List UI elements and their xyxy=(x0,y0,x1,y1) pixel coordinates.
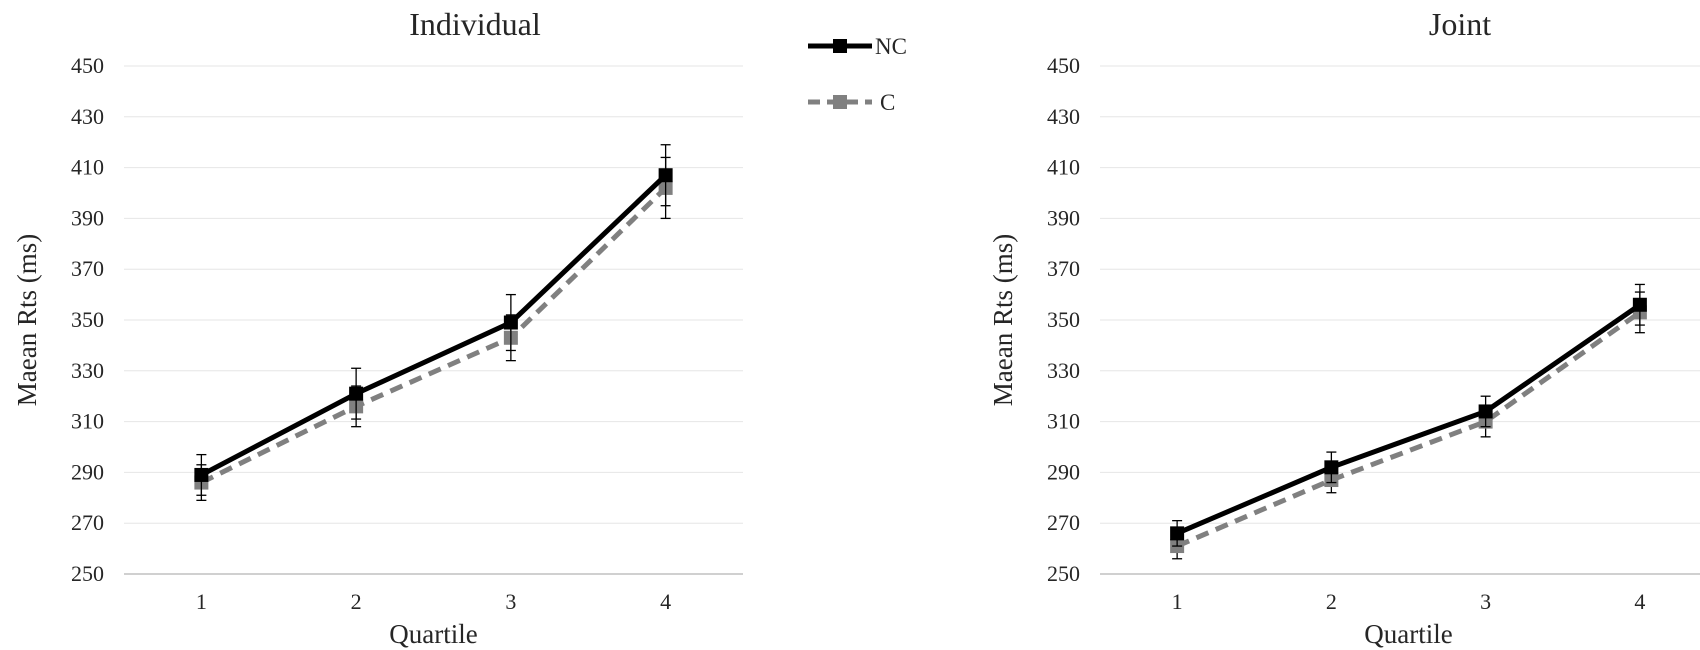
y-tick-label: 250 xyxy=(1047,561,1080,586)
x-tick-label: 2 xyxy=(1326,589,1337,614)
y-tick-label: 450 xyxy=(1047,53,1080,78)
chart-title: Joint xyxy=(1429,6,1491,42)
x-tick-label: 1 xyxy=(1172,589,1183,614)
y-tick-label: 370 xyxy=(1047,256,1080,281)
y-tick-label: 350 xyxy=(1047,307,1080,332)
chart-title: Individual xyxy=(409,6,541,42)
y-tick-label: 450 xyxy=(71,53,104,78)
y-tick-label: 370 xyxy=(71,256,104,281)
chart-individual: Individual 250 270 290 310 330 350 370 390 410 430… xyxy=(12,6,743,649)
data-point-nc xyxy=(503,315,518,330)
y-tick-label: 390 xyxy=(71,205,104,230)
data-point-nc xyxy=(1478,404,1493,419)
y-tick-label: 430 xyxy=(1047,104,1080,129)
y-tick-label: 430 xyxy=(71,104,104,129)
data-point-nc xyxy=(1170,526,1185,541)
y-tick-label: 290 xyxy=(71,459,104,484)
y-tick-label: 350 xyxy=(71,307,104,332)
x-axis-label: Quartile xyxy=(1364,619,1452,649)
y-tick-label: 410 xyxy=(71,155,104,180)
series-line-c xyxy=(200,186,668,485)
y-axis-label: Maean Rts (ms) xyxy=(12,234,42,406)
data-point-nc xyxy=(349,386,364,401)
x-tick-label: 2 xyxy=(351,589,362,614)
legend: NC C xyxy=(808,34,907,115)
chart-joint: Joint 250 270 290 310 330 350 370 390 410 430 450 1 2… xyxy=(988,6,1700,649)
legend-marker-nc xyxy=(833,39,847,53)
y-tick-label: 330 xyxy=(71,358,104,383)
x-axis-label: Quartile xyxy=(389,619,477,649)
series-line-nc xyxy=(1176,302,1642,536)
series-line-c xyxy=(1176,310,1642,549)
x-tick-label: 3 xyxy=(1480,589,1491,614)
x-tick-label: 3 xyxy=(505,589,516,614)
legend-label-nc: NC xyxy=(875,34,907,59)
x-tick-label: 1 xyxy=(196,589,207,614)
legend-marker-c xyxy=(833,95,847,109)
y-tick-label: 390 xyxy=(1047,205,1080,230)
data-point-nc xyxy=(1632,297,1647,312)
y-tick-label: 410 xyxy=(1047,155,1080,180)
y-tick-label: 250 xyxy=(71,561,104,586)
data-point-nc xyxy=(1324,460,1339,475)
data-point-nc xyxy=(194,467,209,482)
x-tick-label: 4 xyxy=(1634,589,1645,614)
series-line-nc xyxy=(200,173,668,478)
data-point-nc xyxy=(658,168,673,183)
legend-label-c: C xyxy=(880,90,895,115)
y-tick-label: 290 xyxy=(1047,459,1080,484)
y-tick-label: 310 xyxy=(1047,409,1080,434)
y-tick-label: 310 xyxy=(71,409,104,434)
y-tick-label: 270 xyxy=(1047,510,1080,535)
x-tick-label: 4 xyxy=(660,589,671,614)
y-tick-label: 330 xyxy=(1047,358,1080,383)
y-tick-label: 270 xyxy=(71,510,104,535)
y-axis-label: Maean Rts (ms) xyxy=(988,234,1018,406)
